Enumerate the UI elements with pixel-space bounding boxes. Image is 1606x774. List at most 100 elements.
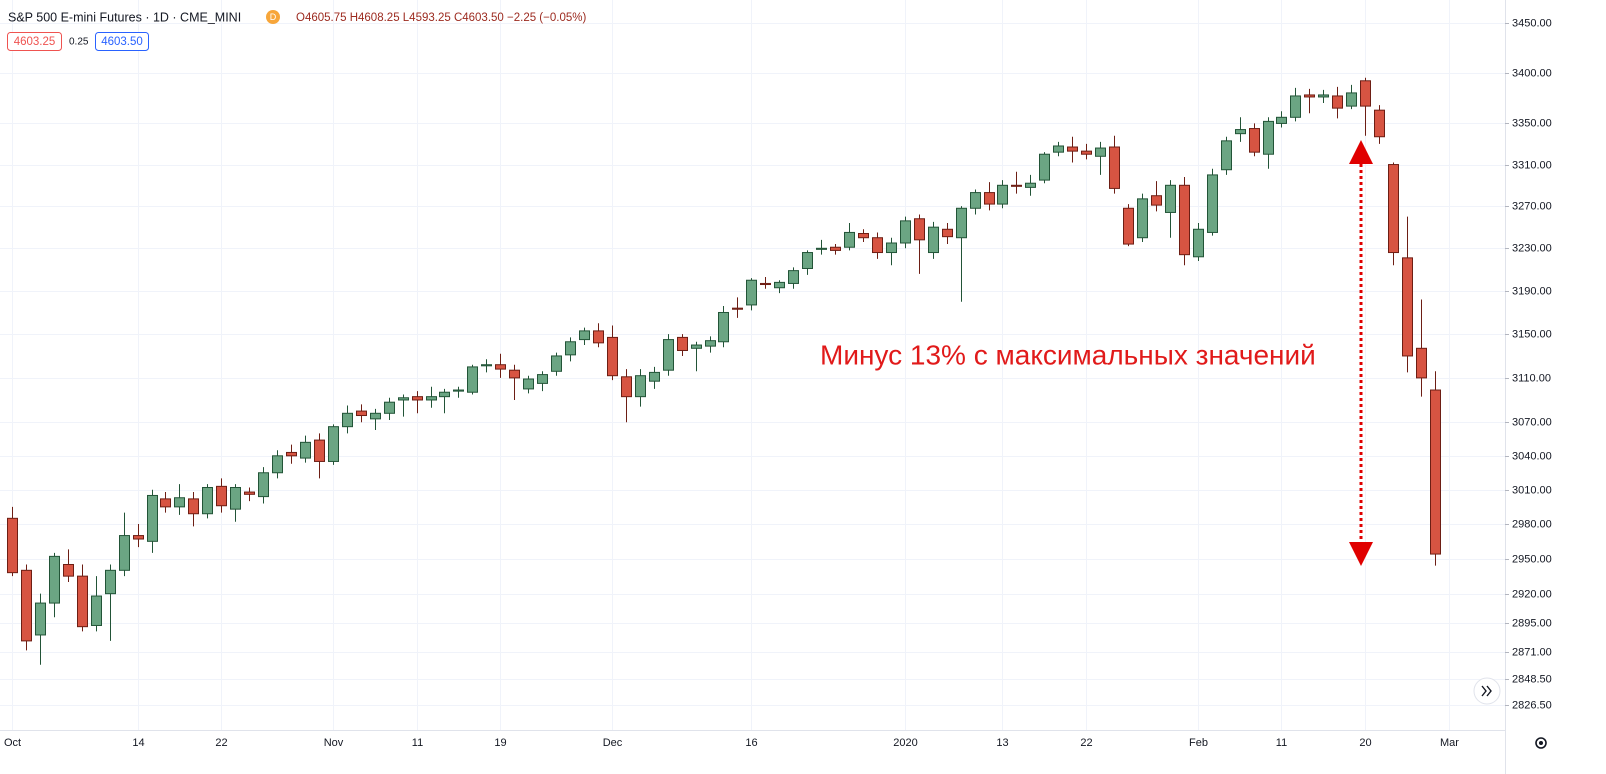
candle-body [328,426,339,462]
candle-body [956,207,967,239]
y-tick-label: 3230.00 [1512,242,1552,254]
bid: 4603.25 [14,36,56,48]
candle-body [7,517,18,574]
candle-body [886,242,897,254]
candle-body [1318,94,1329,98]
candle-body [77,575,88,628]
candle-body [802,252,813,269]
x-tick-label: 13 [996,737,1008,749]
y-tick-label: 3400.00 [1512,67,1552,79]
candle-body [844,231,855,248]
x-tick-label: 20 [1359,737,1371,749]
ask-box[interactable] [95,32,149,51]
candle-body [230,486,241,510]
candle-body [1067,146,1078,152]
candle-body [426,396,437,401]
candle-body [370,412,381,420]
candle-body [63,563,74,577]
x-tick-label: 19 [494,737,506,749]
candle-body [872,237,883,254]
quote: O4605.75 H4608.25 L4593.25 C4603.50 −2.2… [296,12,586,24]
bid-box[interactable] [7,32,62,51]
candle-body [900,220,911,244]
candle-body [160,498,171,508]
candle-body [551,355,562,372]
candle-body [1011,184,1022,187]
candle-body [1151,195,1162,206]
candle-body [1137,198,1148,239]
candle-body [607,336,618,377]
candle-body [1276,116,1287,124]
candle-body [1039,153,1050,181]
candle-body [691,344,702,349]
x-tick-label: Nov [324,737,344,749]
candle-body [523,378,534,390]
candle-body [1025,182,1036,188]
x-tick-label: 14 [132,737,144,749]
candle-body [467,366,478,393]
candle-body [663,339,674,371]
candle-body [188,498,199,515]
ask: 4603.50 [101,36,143,48]
candle-body [997,184,1008,205]
candle-body [537,374,548,384]
candle-body [35,602,46,636]
candle-body [788,270,799,284]
candle-body [760,282,771,286]
candle-body [495,364,506,370]
candle-body [746,279,757,306]
candle-body [593,330,604,344]
candle-body [732,307,743,310]
candle-body [1095,147,1106,157]
x-tick-label: 22 [1080,737,1092,749]
candle-body [928,226,939,254]
candle-body [453,389,464,392]
y-tick-label: 3010.00 [1512,484,1552,496]
scroll-button[interactable] [1473,677,1501,705]
candle-body [1402,257,1413,357]
y-tick-label: 3190.00 [1512,285,1552,297]
candle-body [356,410,367,417]
candle-body [1304,94,1315,98]
x-tick-label: Oct [4,737,21,749]
candle-body [509,369,520,379]
y-tick-label: 3310.00 [1512,159,1552,171]
candle-body [286,451,297,457]
badge-circle [266,10,280,24]
y-tick-label: 3270.00 [1512,200,1552,212]
y-tick-label: 2848.50 [1512,673,1552,685]
candle-body [202,486,213,515]
y-tick-label: 3070.00 [1512,416,1552,428]
candle-body [1165,184,1176,213]
candle-body [1416,347,1427,379]
candle-body [342,412,353,428]
candle-body [1374,109,1385,138]
annotation: Минус 13% с максимальных значений [820,339,1316,370]
candle-body [970,192,981,209]
candle-body [300,441,311,459]
candle-body [133,535,144,540]
candle-body [314,439,325,462]
candle-body [1332,95,1343,109]
candle-body [1235,129,1246,135]
candle-body [244,491,255,495]
candle-body [635,375,646,398]
candle-body [1053,145,1064,153]
y-tick-label: 3350.00 [1512,117,1552,129]
candle-body [1081,150,1092,155]
candle-body [481,364,492,367]
settings-gear[interactable] [1535,737,1547,749]
x-tick-label: 11 [1276,737,1287,749]
y-tick-label: 3110.00 [1512,372,1551,384]
candle-body [439,391,450,398]
candle-body [621,376,632,398]
y-tick-label: 2950.00 [1512,553,1552,565]
candle-body [565,341,576,356]
y-tick-label: 2980.00 [1512,518,1552,530]
candle-body [914,218,925,241]
y-tick-label: 2895.00 [1512,617,1552,629]
candle-body [649,371,660,382]
candle-body [412,396,423,401]
candle-body [1290,95,1301,118]
y-tick-label: 2826.50 [1512,699,1552,711]
